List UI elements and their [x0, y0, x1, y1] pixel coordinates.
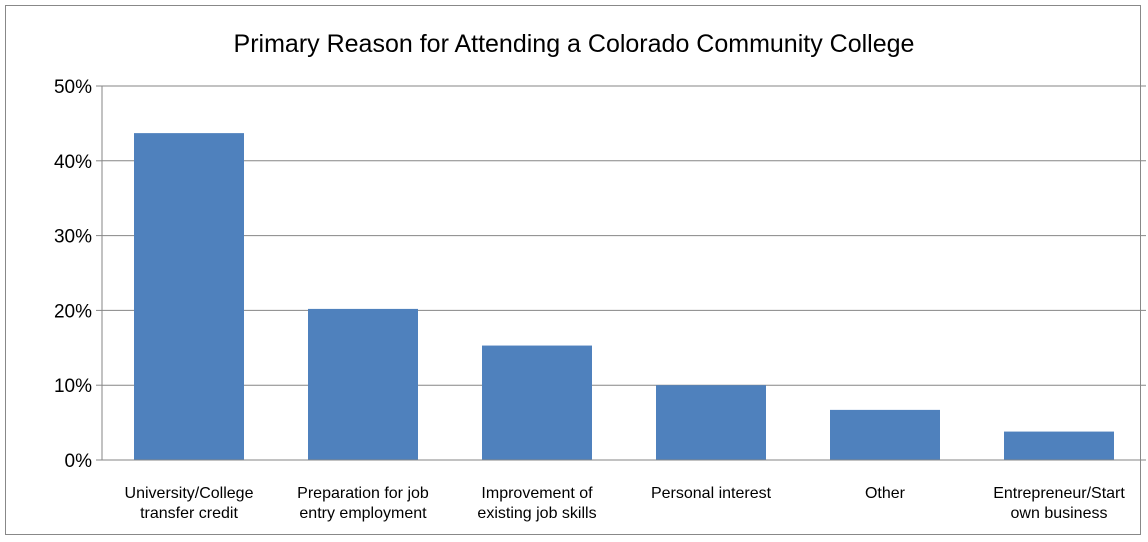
y-axis-ticks: 0% 10% 20% 30% 40% 50%	[54, 77, 102, 472]
x-tick-label: existing job skills	[477, 505, 596, 522]
axes	[101, 86, 1146, 461]
x-tick-label: Other	[865, 485, 906, 502]
y-tick-label: 40%	[54, 152, 92, 173]
gridlines	[102, 85, 1146, 386]
bar	[482, 345, 592, 460]
x-tick-label: Personal interest	[651, 485, 772, 502]
bar	[308, 308, 418, 460]
chart-title: Primary Reason for Attending a Colorado …	[234, 30, 915, 58]
x-tick-label: Preparation for job	[297, 485, 429, 502]
bar	[830, 409, 940, 460]
x-tick-label: entry employment	[299, 505, 427, 522]
y-tick-label: 50%	[54, 77, 92, 98]
x-axis-labels: University/College transfer credit Prepara…	[125, 485, 1126, 522]
bar	[134, 133, 244, 460]
x-tick-label: transfer credit	[140, 505, 238, 522]
bar	[1004, 431, 1114, 460]
x-tick-label: Improvement of	[481, 485, 593, 502]
bar	[656, 385, 766, 460]
bars	[134, 133, 1114, 460]
y-tick-label: 10%	[54, 376, 92, 397]
y-tick-label: 30%	[54, 227, 92, 248]
x-tick-label: own business	[1011, 505, 1108, 522]
x-tick-label: University/College	[125, 485, 254, 502]
y-tick-label: 20%	[54, 301, 92, 322]
y-tick-label: 0%	[65, 451, 93, 472]
x-tick-label: Entrepreneur/Start	[993, 485, 1125, 502]
